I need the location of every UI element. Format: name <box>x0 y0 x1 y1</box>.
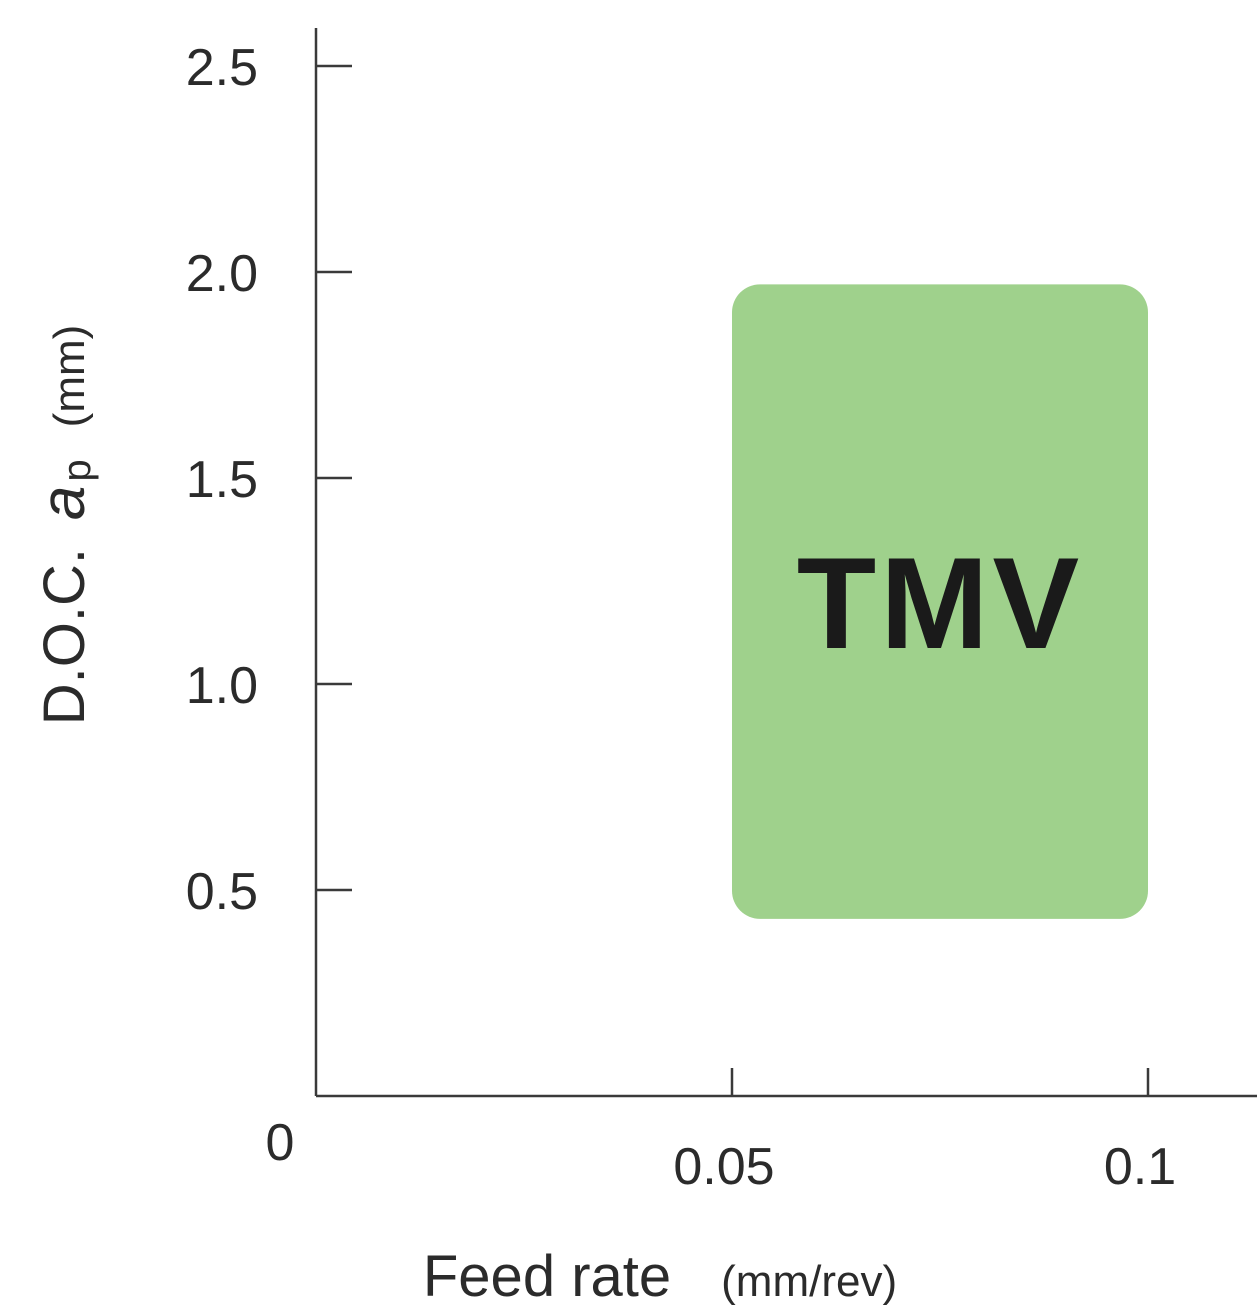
y-axis-label-unit: (mm) <box>45 325 94 428</box>
y-tick-label: 1.5 <box>186 451 258 509</box>
y-axis-label-prefix: D.O.C. <box>32 548 97 725</box>
x-axis-label-unit: (mm/rev) <box>721 1257 897 1306</box>
origin-label: 0 <box>266 1114 295 1172</box>
x-ticks: 0.05 0.1 <box>673 1068 1176 1196</box>
y-tick-label: 1.0 <box>186 657 258 715</box>
y-axis-label: D.O.C. a p (mm) <box>29 325 99 726</box>
region-label: TMV <box>797 530 1083 676</box>
y-axis-label-subscript: p <box>55 459 99 481</box>
x-axis-label-text: Feed rate <box>423 1244 671 1309</box>
x-tick-label: 0.1 <box>1104 1138 1176 1196</box>
x-tick-label: 0.05 <box>673 1138 774 1196</box>
y-tick-label: 0.5 <box>186 863 258 921</box>
y-axis-label-symbol: a <box>29 486 98 520</box>
region-tmv <box>732 284 1148 919</box>
x-axis-label: Feed rate (mm/rev) <box>423 1244 897 1309</box>
y-tick-label: 2.0 <box>186 245 258 303</box>
y-tick-label: 2.5 <box>186 39 258 97</box>
y-ticks: 0.5 1.0 1.5 2.0 2.5 <box>186 39 352 921</box>
regions: TMV <box>732 284 1148 919</box>
